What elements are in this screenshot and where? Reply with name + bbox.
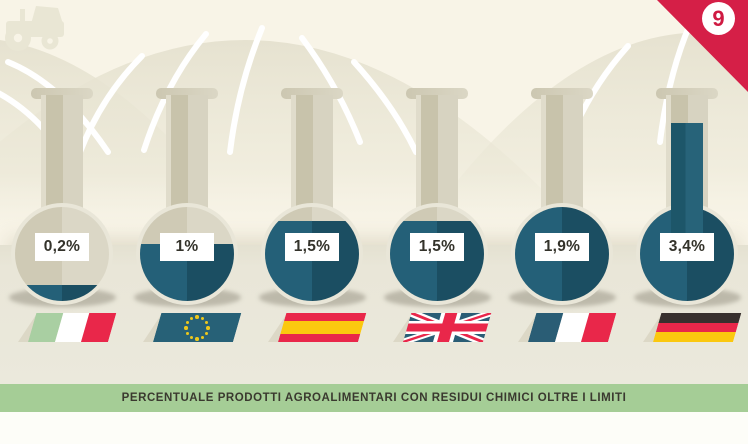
page-number: 9 [712, 5, 725, 31]
eu-star [195, 314, 199, 319]
flag-row [0, 313, 748, 343]
value-label-germany: 3,4% [660, 233, 714, 261]
eu-star [189, 316, 194, 320]
union-jack [403, 313, 492, 342]
value-label-european-union: 1% [160, 233, 214, 261]
eu-star [204, 331, 209, 335]
caption-text: PERCENTUALE PRODOTTI AGROALIMENTARI CON … [121, 392, 627, 404]
eu-star [189, 335, 194, 339]
flask-bulb [511, 203, 613, 305]
eu-star [195, 336, 199, 341]
flag-face-spain [278, 313, 367, 342]
ground [0, 245, 748, 384]
flag-germany [643, 313, 742, 342]
flag-stripe [284, 313, 367, 321]
flask-neck-liquid [671, 123, 703, 248]
flag-face-european-union [153, 313, 242, 342]
eu-star [185, 331, 190, 335]
flask-italy: 0,2% [0, 88, 125, 318]
flag-united-kingdom [393, 313, 492, 342]
flask-liquid [15, 285, 109, 301]
flag-stripe [658, 313, 742, 323]
flask-france: 1,9% [500, 88, 625, 318]
value-label-united-kingdom: 1,5% [410, 233, 464, 261]
flask-rim [656, 88, 718, 99]
flag-face-italy [28, 313, 117, 342]
value-label-france: 1,9% [535, 233, 589, 261]
eu-star [185, 320, 190, 324]
flag-stripe [653, 332, 736, 342]
flask-rim [156, 88, 218, 99]
value-label-italy: 0,2% [35, 233, 89, 261]
flask-germany: 3,4% [625, 88, 748, 318]
flag-stripe [278, 334, 361, 342]
eu-star-circle [181, 313, 213, 342]
flag-italy [18, 313, 117, 342]
flask-rim [406, 88, 468, 99]
eu-star [204, 320, 209, 324]
eu-star [200, 335, 205, 339]
flask-rim [31, 88, 93, 99]
eu-star [184, 325, 188, 330]
flask-rim [281, 88, 343, 99]
flask-spain: 1,5% [250, 88, 375, 318]
flag-face-france [528, 313, 617, 342]
caption-banner: PERCENTUALE PRODOTTI AGROALIMENTARI CON … [0, 384, 748, 412]
flag-european-union [143, 313, 242, 342]
tractor-icon [5, 6, 64, 51]
value-label-spain: 1,5% [285, 233, 339, 261]
flag-france [518, 313, 617, 342]
eu-star [200, 316, 205, 320]
flag-face-germany [653, 313, 742, 342]
flask-rim [531, 88, 593, 99]
eu-star [206, 325, 210, 330]
flag-face-united-kingdom [403, 313, 492, 342]
flask-united-kingdom: 1,5% [375, 88, 500, 318]
flag-stripe [280, 320, 365, 335]
bottom-margin [0, 412, 748, 444]
flask-row: 0,2% 1% 1,5% 1,5% [0, 88, 748, 318]
flask-european-union: 1% [125, 88, 250, 318]
flag-stripe [655, 322, 739, 333]
page-number-badge: 9 [702, 2, 735, 35]
flag-spain [268, 313, 367, 342]
